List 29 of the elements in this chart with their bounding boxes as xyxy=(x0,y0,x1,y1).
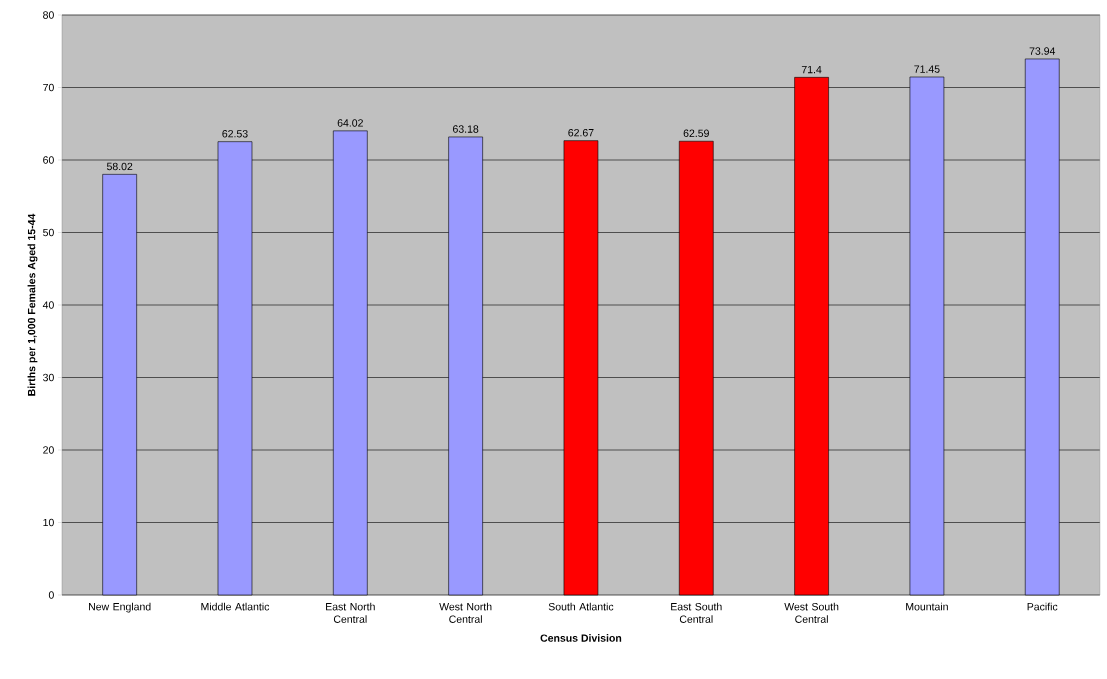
data-label: 62.67 xyxy=(568,129,594,137)
y-tick-label: 30 xyxy=(43,373,54,382)
x-tick-label: West North Central xyxy=(439,602,492,623)
data-label: 71.4 xyxy=(801,65,822,74)
x-tick-label: New England xyxy=(89,602,151,613)
x-tick-label: East South Central xyxy=(671,602,722,623)
y-axis-title: Births per 1,000 Females Aged 15-44 xyxy=(27,213,38,396)
x-tick-label: Pacific xyxy=(1027,602,1058,611)
data-label: 63.18 xyxy=(453,125,479,133)
x-tick-label: Middle Atlantic xyxy=(201,602,270,611)
data-label: 62.53 xyxy=(222,130,248,138)
data-label: 73.94 xyxy=(1029,47,1056,55)
data-label: 58.02 xyxy=(106,162,133,171)
x-tick-label: East North Central xyxy=(326,602,375,623)
y-tick-label: 0 xyxy=(48,591,54,599)
y-tick-label: 70 xyxy=(43,83,54,92)
data-label: 71.45 xyxy=(914,65,940,73)
y-tick-label: 40 xyxy=(42,301,54,309)
x-tick-label: Mountain xyxy=(906,602,948,611)
x-tick-label: West South Central xyxy=(784,602,839,623)
y-tick-label: 80 xyxy=(43,11,54,19)
x-axis-title: Census Division xyxy=(540,634,622,642)
data-label: 62.59 xyxy=(683,129,709,138)
y-tick-label: 60 xyxy=(43,156,54,164)
x-tick-label: South Atlantic xyxy=(548,602,614,611)
y-tick-label: 10 xyxy=(43,518,54,527)
y-tick-label: 50 xyxy=(43,228,54,237)
data-label: 64.02 xyxy=(337,119,363,127)
y-tick-label: 20 xyxy=(43,446,54,454)
